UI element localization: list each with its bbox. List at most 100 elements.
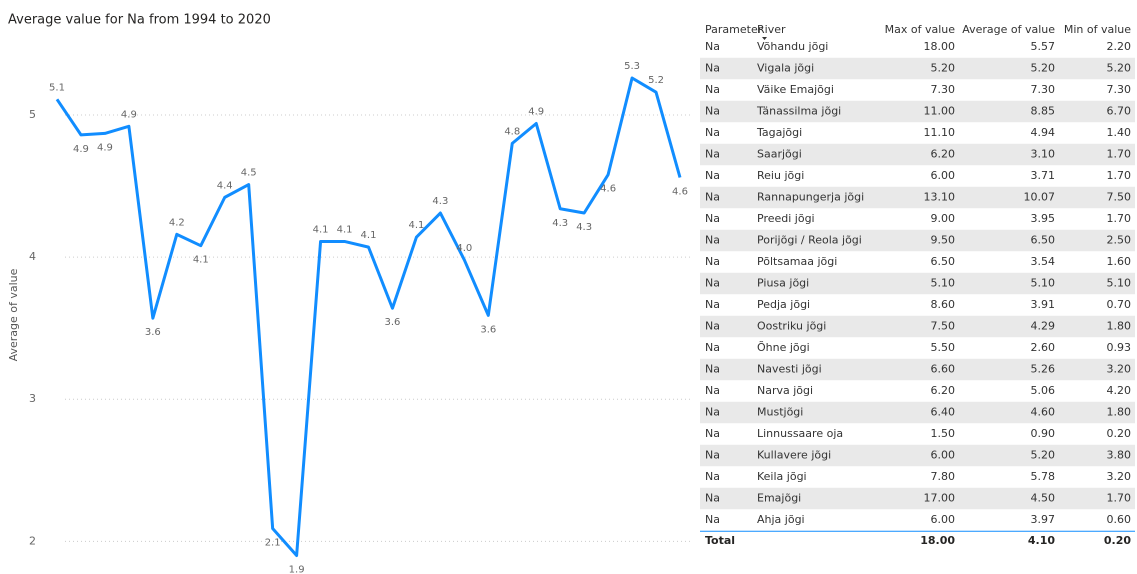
table-cell: 7.50 [1107,191,1132,204]
table-cell: Na [705,320,720,333]
table-cell: Na [705,105,720,118]
table-cell: Na [705,449,720,462]
table-cell: 5.26 [1031,363,1056,376]
row-band [700,487,1135,510]
data-label: 4.0 [456,243,472,254]
table-cell: Põltsamaa jõgi [757,255,837,268]
table-cell: Preedi jõgi [757,212,815,225]
table-cell: 1.40 [1107,126,1132,139]
row-band [700,401,1135,424]
table-cell: 5.57 [1031,40,1056,53]
row-band [700,186,1135,209]
data-label: 3.6 [480,324,496,335]
y-tick-label: 5 [29,108,36,121]
table-cell: 17.00 [924,492,956,505]
data-label: 4.6 [600,184,616,195]
y-axis-title: Average of value [7,268,20,361]
table-cell: Emajõgi [757,492,801,505]
table-cell: 2.60 [1031,341,1056,354]
table-cell: Narva jõgi [757,384,813,397]
table-cell: Na [705,255,720,268]
table-cell: 6.60 [931,363,956,376]
table-cell: 6.50 [1031,234,1056,247]
table-cell: Linnussaare oja [757,427,843,440]
data-label: 4.3 [552,218,568,229]
table-cell: Na [705,406,720,419]
table-cell: 9.50 [931,234,956,247]
data-label: 4.1 [193,255,209,266]
table-cell: 0.93 [1107,341,1132,354]
data-label: 4.9 [97,142,113,153]
total-cell: 4.10 [1028,534,1055,547]
data-label: 4.4 [217,180,233,191]
sort-arrow[interactable] [762,37,767,40]
total-cell: 0.20 [1104,534,1131,547]
data-label: 4.9 [121,109,137,120]
table-cell: Tänassilma jõgi [756,105,841,118]
table-cell: Pedja jõgi [757,298,810,311]
table-cell: Keila jõgi [757,470,807,483]
data-label: 1.9 [289,565,305,574]
column-header: Min of value [1064,23,1131,36]
data-label: 4.9 [528,106,544,117]
table-cell: 1.50 [931,427,956,440]
table-cell: 0.20 [1107,427,1132,440]
data-label: 5.2 [648,75,664,86]
table-cell: 4.50 [1031,492,1056,505]
table-cell: 7.30 [1031,83,1056,96]
table-cell: 1.60 [1107,255,1132,268]
table-cell: 7.30 [1107,83,1132,96]
row-band [700,229,1135,252]
table-cell: 5.50 [931,341,956,354]
table-cell: 5.20 [1031,449,1056,462]
table-cell: 11.00 [924,105,956,118]
table-cell: 3.10 [1031,148,1056,161]
y-tick-label: 4 [29,250,36,263]
table-cell: Na [705,148,720,161]
table-cell: 6.00 [931,449,956,462]
column-header: River [757,23,786,36]
table-cell: 6.20 [931,148,956,161]
table-cell: Na [705,298,720,311]
table-cell: Na [705,341,720,354]
table-cell: Saarjõgi [757,148,802,161]
data-label: 3.6 [145,327,161,338]
table-cell: 1.70 [1107,148,1132,161]
row-band [700,100,1135,123]
table-cell: 0.90 [1031,427,1056,440]
table-cell: 6.50 [931,255,956,268]
table-cell: 5.06 [1031,384,1056,397]
table-cell: Na [705,40,720,53]
table-cell: 9.00 [931,212,956,225]
row-band [700,444,1135,467]
table-cell: Õhne jõgi [757,341,810,354]
table-cell: Na [705,169,720,182]
column-header: Average of value [962,23,1055,36]
table-cell: Oostriku jõgi [757,320,826,333]
table-cell: Na [705,62,720,75]
table-cell: 3.71 [1031,169,1056,182]
table-cell: 5.10 [931,277,956,290]
data-label: 4.6 [672,186,688,197]
data-label: 4.1 [408,220,424,231]
total-cell: 18.00 [920,534,955,547]
table-cell: 1.70 [1107,492,1132,505]
table-cell: Na [705,234,720,247]
table-cell: Ahja jõgi [757,513,805,526]
table-cell: 11.10 [924,126,956,139]
table-cell: 5.78 [1031,470,1056,483]
column-header: Parameter [705,23,763,36]
row-band [700,57,1135,80]
table-cell: 8.60 [931,298,956,311]
table-cell: 5.10 [1031,277,1056,290]
table-cell: Na [705,212,720,225]
table-cell: Na [705,492,720,505]
table-cell: 10.07 [1024,191,1056,204]
row-band [700,315,1135,338]
table-cell: 7.80 [931,470,956,483]
data-label: 4.5 [241,168,257,179]
table-cell: 3.95 [1031,212,1056,225]
table-cell: 3.91 [1031,298,1056,311]
table-cell: 3.20 [1107,470,1132,483]
table-cell: 5.20 [931,62,956,75]
